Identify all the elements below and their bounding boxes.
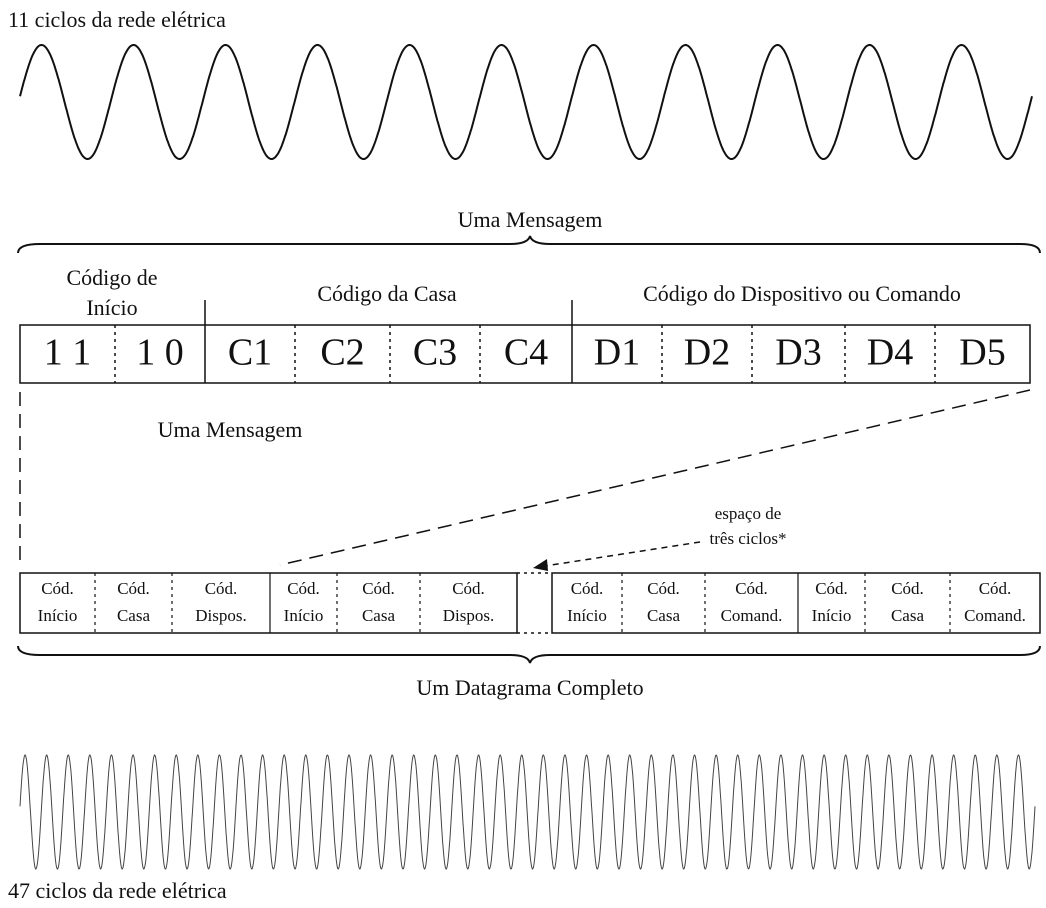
datagram-cell: Cód.	[979, 579, 1012, 598]
datagram-cell: Cód.	[647, 579, 680, 598]
datagram-box	[551, 572, 1041, 634]
message-label-2: Uma Mensagem	[158, 417, 303, 442]
message-cell: D2	[684, 332, 730, 374]
datagram-cell: Casa	[362, 606, 396, 625]
message-cell: 1 1	[44, 332, 92, 374]
datagram-cell: Início	[567, 606, 607, 625]
datagram-cell: Comand.	[964, 606, 1026, 625]
datagram-cell: Cód.	[287, 579, 320, 598]
message-cell: C4	[504, 332, 548, 374]
datagram-cell: Casa	[117, 606, 151, 625]
gap-note-2: três ciclos*	[710, 529, 787, 548]
gap-arrow	[544, 541, 701, 567]
datagram-cell: Dispos.	[443, 606, 494, 625]
datagram-cell: Início	[38, 606, 78, 625]
datagram-cell: Dispos.	[195, 606, 246, 625]
datagram-box	[19, 572, 518, 634]
header-device: Código do Dispositivo ou Comando	[643, 281, 961, 306]
datagram-cell: Comand.	[721, 606, 783, 625]
message-cell: C2	[320, 332, 364, 374]
datagram-cell: Cód.	[735, 579, 768, 598]
top-wave-label: 11 ciclos da rede elétrica	[8, 7, 226, 32]
message-cell: D4	[867, 332, 913, 374]
message-cell: C1	[228, 332, 272, 374]
bottom-wave-label: 47 ciclos da rede elétrica	[8, 878, 227, 903]
header-start-1: Código de	[66, 265, 157, 290]
datagram-cell: Cód.	[205, 579, 238, 598]
datagram-cell: Cód.	[452, 579, 485, 598]
datagram-cell: Casa	[891, 606, 925, 625]
message-cell: D5	[959, 332, 1005, 374]
datagram-cell: Cód.	[571, 579, 604, 598]
brace-top	[17, 235, 1041, 254]
datagram-cell: Cód.	[41, 579, 74, 598]
message-cell: 1 0	[136, 332, 184, 374]
datagram-cell: Cód.	[891, 579, 924, 598]
message-label: Uma Mensagem	[458, 207, 603, 232]
brace-bottom	[17, 645, 1041, 664]
message-cell: C3	[413, 332, 457, 374]
message-box	[19, 324, 1031, 384]
datagram-cell: Cód.	[117, 579, 150, 598]
arrow-head	[533, 559, 548, 571]
dashed-diagonal	[279, 389, 1031, 566]
datagram-cell: Início	[284, 606, 324, 625]
datagram-cell: Casa	[647, 606, 681, 625]
message-cell: D1	[594, 332, 640, 374]
datagram-cell: Início	[812, 606, 852, 625]
header-house: Código da Casa	[317, 281, 457, 306]
top-wave	[19, 44, 1033, 160]
datagram-cell: Cód.	[815, 579, 848, 598]
bottom-wave	[19, 754, 1036, 870]
header-start-2: Início	[86, 295, 137, 320]
message-cell: D3	[775, 332, 821, 374]
datagram-cell: Cód.	[362, 579, 395, 598]
gap-note-1: espaço de	[715, 504, 782, 523]
datagram-label: Um Datagrama Completo	[416, 675, 643, 700]
